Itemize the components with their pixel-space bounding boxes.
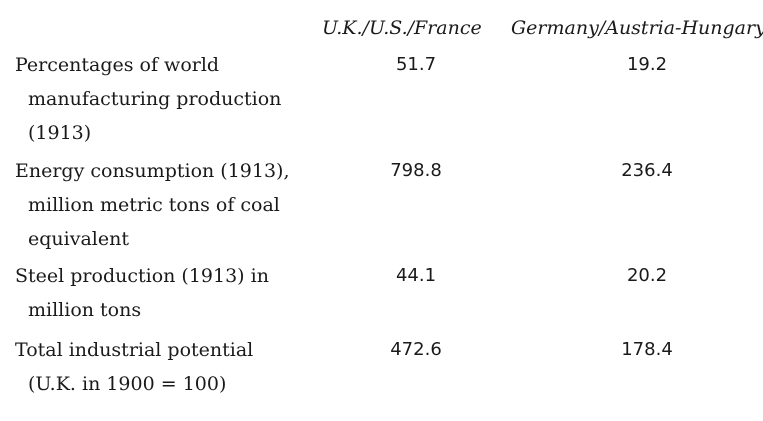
row-label-line: equivalent	[28, 228, 129, 250]
row-label-line: Steel production (1913) in	[15, 265, 269, 287]
row-label-line: Percentages of world	[15, 54, 220, 76]
column-header-germany-austria-hungary: Germany/Austria-Hungary	[511, 17, 763, 39]
cell-industrial-potential-germany-austria-hungary: 178.4	[621, 339, 673, 360]
cell-steel-germany-austria-hungary: 20.2	[626, 265, 668, 286]
row-label-line: million tons	[28, 299, 142, 321]
row-label-manufacturing: Percentages of world manufacturing produ…	[15, 48, 281, 150]
cell-manufacturing-uk-us-france: 51.7	[395, 54, 437, 75]
row-label-line: (U.K. in 1900 = 100)	[28, 373, 227, 395]
row-label-industrial-potential: Total industrial potential (U.K. in 1900…	[15, 333, 253, 401]
row-label-steel: Steel production (1913) in million tons	[15, 259, 269, 327]
row-label-line: Total industrial potential	[15, 339, 254, 361]
cell-industrial-potential-uk-us-france: 472.6	[390, 339, 442, 360]
row-label-energy: Energy consumption (1913), million metri…	[15, 154, 290, 256]
cell-energy-germany-austria-hungary: 236.4	[621, 160, 673, 181]
cell-energy-uk-us-france: 798.8	[390, 160, 442, 181]
cell-manufacturing-germany-austria-hungary: 19.2	[626, 54, 668, 75]
cell-steel-uk-us-france: 44.1	[395, 265, 437, 286]
row-label-line: Energy consumption (1913),	[15, 160, 290, 182]
row-label-line: (1913)	[28, 122, 92, 144]
column-header-uk-us-france: U.K./U.S./France	[322, 17, 482, 39]
row-label-line: million metric tons of coal	[28, 194, 280, 216]
row-label-line: manufacturing production	[28, 88, 282, 110]
